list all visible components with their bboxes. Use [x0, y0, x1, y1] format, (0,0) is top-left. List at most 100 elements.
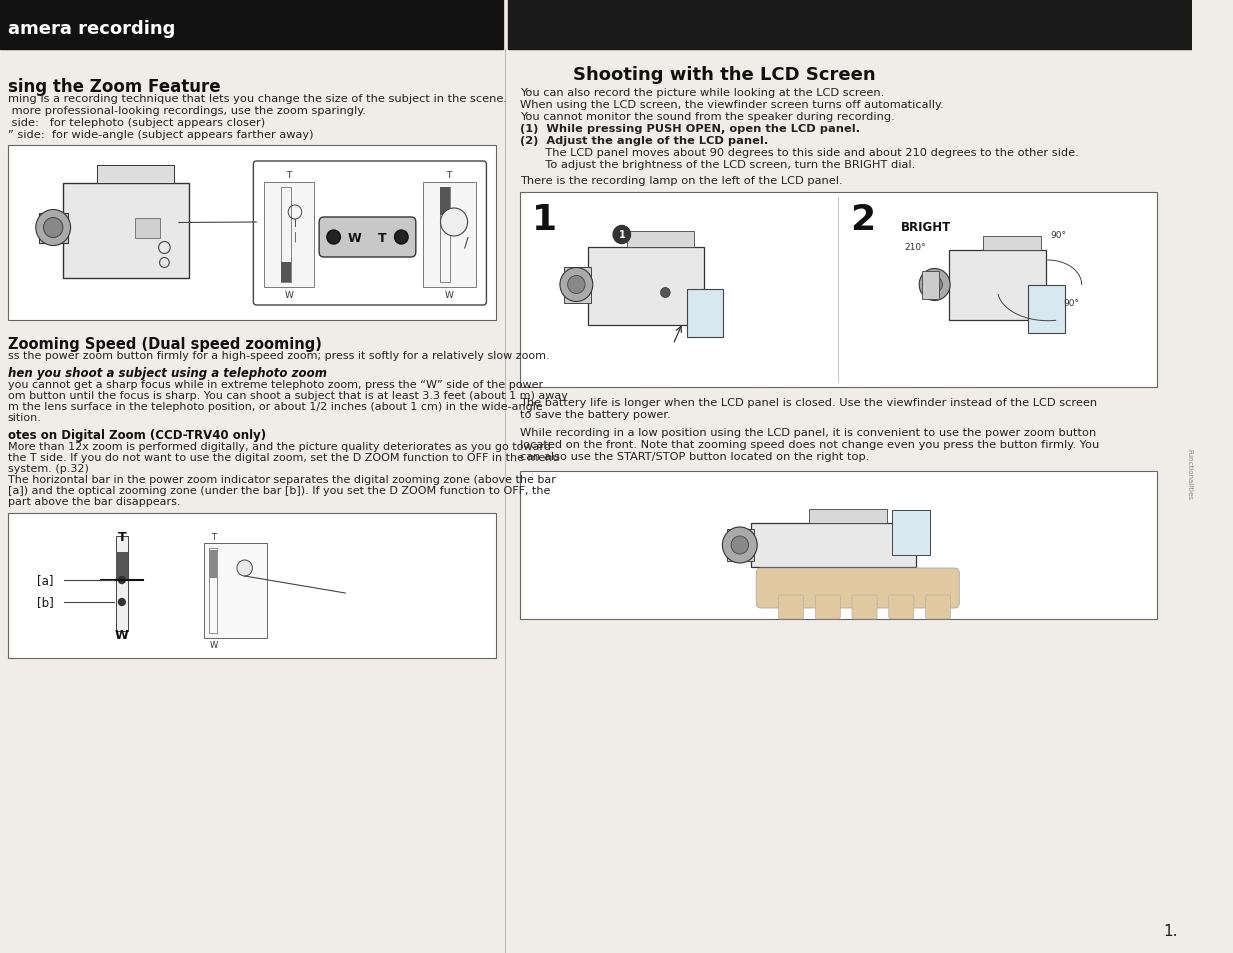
- Text: 90°: 90°: [1051, 231, 1067, 240]
- FancyBboxPatch shape: [756, 568, 959, 608]
- Bar: [116, 537, 128, 631]
- Text: 1: 1: [531, 203, 557, 236]
- Bar: [63, 183, 189, 278]
- Text: side:   for telephoto (subject appears closer): side: for telephoto (subject appears clo…: [7, 118, 265, 128]
- Bar: [208, 551, 217, 578]
- Circle shape: [440, 209, 467, 236]
- Circle shape: [327, 231, 340, 245]
- FancyBboxPatch shape: [889, 596, 914, 619]
- Text: When using the LCD screen, the viewfinder screen turns off automatically.: When using the LCD screen, the viewfinde…: [520, 100, 944, 110]
- Text: Shooting with the LCD Screen: Shooting with the LCD Screen: [573, 66, 877, 84]
- Bar: [0, 0, 503, 50]
- Bar: [1028, 285, 1065, 334]
- Text: T: T: [211, 533, 216, 541]
- Text: You can also record the picture while looking at the LCD screen.: You can also record the picture while lo…: [520, 88, 884, 98]
- Bar: [949, 251, 1046, 320]
- Text: ming is a recording technique that lets you change the size of the subject in th: ming is a recording technique that lets …: [7, 94, 507, 104]
- FancyBboxPatch shape: [815, 596, 841, 619]
- Text: 1: 1: [619, 231, 625, 240]
- Text: To adjust the brightness of the LCD screen, turn the BRIGHT dial.: To adjust the brightness of the LCD scre…: [520, 160, 916, 170]
- Text: located on the front. Note that zooming speed does not change even you press the: located on the front. Note that zooming …: [520, 439, 1100, 450]
- Bar: [687, 289, 724, 337]
- Circle shape: [36, 211, 70, 246]
- Circle shape: [395, 231, 408, 245]
- Bar: [626, 232, 694, 247]
- Text: BRIGHT: BRIGHT: [901, 221, 952, 233]
- Text: T: T: [446, 171, 451, 180]
- Text: W: W: [210, 640, 218, 649]
- Bar: [983, 236, 1041, 251]
- Bar: [751, 523, 916, 567]
- Circle shape: [731, 537, 748, 555]
- Bar: [440, 188, 450, 283]
- Text: Zooming Speed (Dual speed zooming): Zooming Speed (Dual speed zooming): [7, 336, 322, 352]
- Text: While recording in a low position using the LCD panel, it is convenient to use t: While recording in a low position using …: [520, 428, 1096, 437]
- Text: can also use the START/STOP button located on the right top.: can also use the START/STOP button locat…: [520, 452, 869, 461]
- Text: system. (p.32): system. (p.32): [7, 463, 89, 474]
- Bar: [203, 543, 266, 639]
- Text: sition.: sition.: [7, 413, 42, 422]
- Bar: [38, 213, 68, 243]
- Text: hen you shoot a subject using a telephoto zoom: hen you shoot a subject using a telephot…: [7, 367, 327, 379]
- Text: [a]) and the optical zooming zone (under the bar [b]). If you set the D ZOOM fun: [a]) and the optical zooming zone (under…: [7, 485, 550, 496]
- Text: There is the recording lamp on the left of the LCD panel.: There is the recording lamp on the left …: [520, 175, 843, 186]
- Bar: [281, 188, 291, 283]
- FancyBboxPatch shape: [319, 218, 416, 257]
- Text: you cannot get a sharp focus while in extreme telephoto zoom, press the “W” side: you cannot get a sharp focus while in ex…: [7, 379, 543, 390]
- Text: I
|: I |: [293, 219, 297, 241]
- Circle shape: [237, 560, 253, 577]
- FancyBboxPatch shape: [852, 596, 877, 619]
- Bar: [809, 510, 887, 523]
- Bar: [116, 553, 128, 580]
- Circle shape: [118, 598, 126, 606]
- Text: otes on Digital Zoom (CCD-TRV40 only): otes on Digital Zoom (CCD-TRV40 only): [7, 429, 266, 441]
- Bar: [423, 183, 476, 288]
- Bar: [563, 267, 591, 303]
- Circle shape: [560, 268, 593, 302]
- Text: /: /: [465, 235, 469, 250]
- Circle shape: [567, 276, 586, 294]
- FancyBboxPatch shape: [778, 596, 804, 619]
- Text: (2)  Adjust the angle of the LCD panel.: (2) Adjust the angle of the LCD panel.: [520, 136, 768, 146]
- Circle shape: [919, 269, 951, 301]
- Bar: [588, 247, 704, 325]
- Bar: [7, 146, 496, 320]
- Text: You cannot monitor the sound from the speaker during recording.: You cannot monitor the sound from the sp…: [520, 112, 895, 122]
- Circle shape: [43, 218, 63, 238]
- Bar: [520, 472, 1157, 619]
- Text: 2: 2: [850, 203, 875, 236]
- Text: 90°: 90°: [1063, 298, 1079, 308]
- Text: more professional-looking recordings, use the zoom sparingly.: more professional-looking recordings, us…: [7, 106, 366, 116]
- Text: part above the bar disappears.: part above the bar disappears.: [7, 497, 180, 506]
- Text: ” side:  for wide-angle (subject appears farther away): ” side: for wide-angle (subject appears …: [7, 130, 313, 140]
- Text: sing the Zoom Feature: sing the Zoom Feature: [7, 78, 221, 96]
- Text: to save the battery power.: to save the battery power.: [520, 410, 671, 419]
- Text: ss the power zoom button firmly for a high-speed zoom; press it softly for a rel: ss the power zoom button firmly for a hi…: [7, 351, 550, 360]
- Text: [b]: [b]: [37, 596, 53, 609]
- Circle shape: [613, 226, 630, 244]
- Text: W: W: [115, 628, 128, 641]
- Text: T: T: [377, 232, 386, 244]
- Bar: [520, 193, 1157, 388]
- Text: m the lens surface in the telephoto position, or about 1/2 inches (about 1 cm) i: m the lens surface in the telephoto posi…: [7, 401, 543, 412]
- Text: T: T: [286, 171, 292, 180]
- Text: [a]: [a]: [37, 574, 53, 587]
- Text: The horizontal bar in the power zoom indicator separates the digital zooming zon: The horizontal bar in the power zoom ind…: [7, 475, 556, 484]
- Bar: [922, 272, 940, 299]
- Text: 1.: 1.: [1164, 923, 1178, 938]
- Bar: [891, 511, 931, 556]
- Circle shape: [661, 288, 671, 298]
- Text: (1)  While pressing PUSH OPEN, open the LCD panel.: (1) While pressing PUSH OPEN, open the L…: [520, 124, 861, 133]
- Text: the T side. If you do not want to use the digital zoom, set the D ZOOM function : the T side. If you do not want to use th…: [7, 453, 560, 462]
- Bar: [208, 548, 217, 634]
- FancyBboxPatch shape: [253, 162, 487, 306]
- Bar: [264, 183, 314, 288]
- Bar: [281, 263, 291, 283]
- Text: Functionalities: Functionalities: [1186, 448, 1192, 499]
- FancyBboxPatch shape: [926, 596, 951, 619]
- Circle shape: [118, 577, 126, 584]
- Bar: [136, 218, 159, 238]
- Text: The battery life is longer when the LCD panel is closed. Use the viewfinder inst: The battery life is longer when the LCD …: [520, 397, 1097, 408]
- Text: amera recording: amera recording: [7, 20, 175, 38]
- Bar: [727, 530, 755, 561]
